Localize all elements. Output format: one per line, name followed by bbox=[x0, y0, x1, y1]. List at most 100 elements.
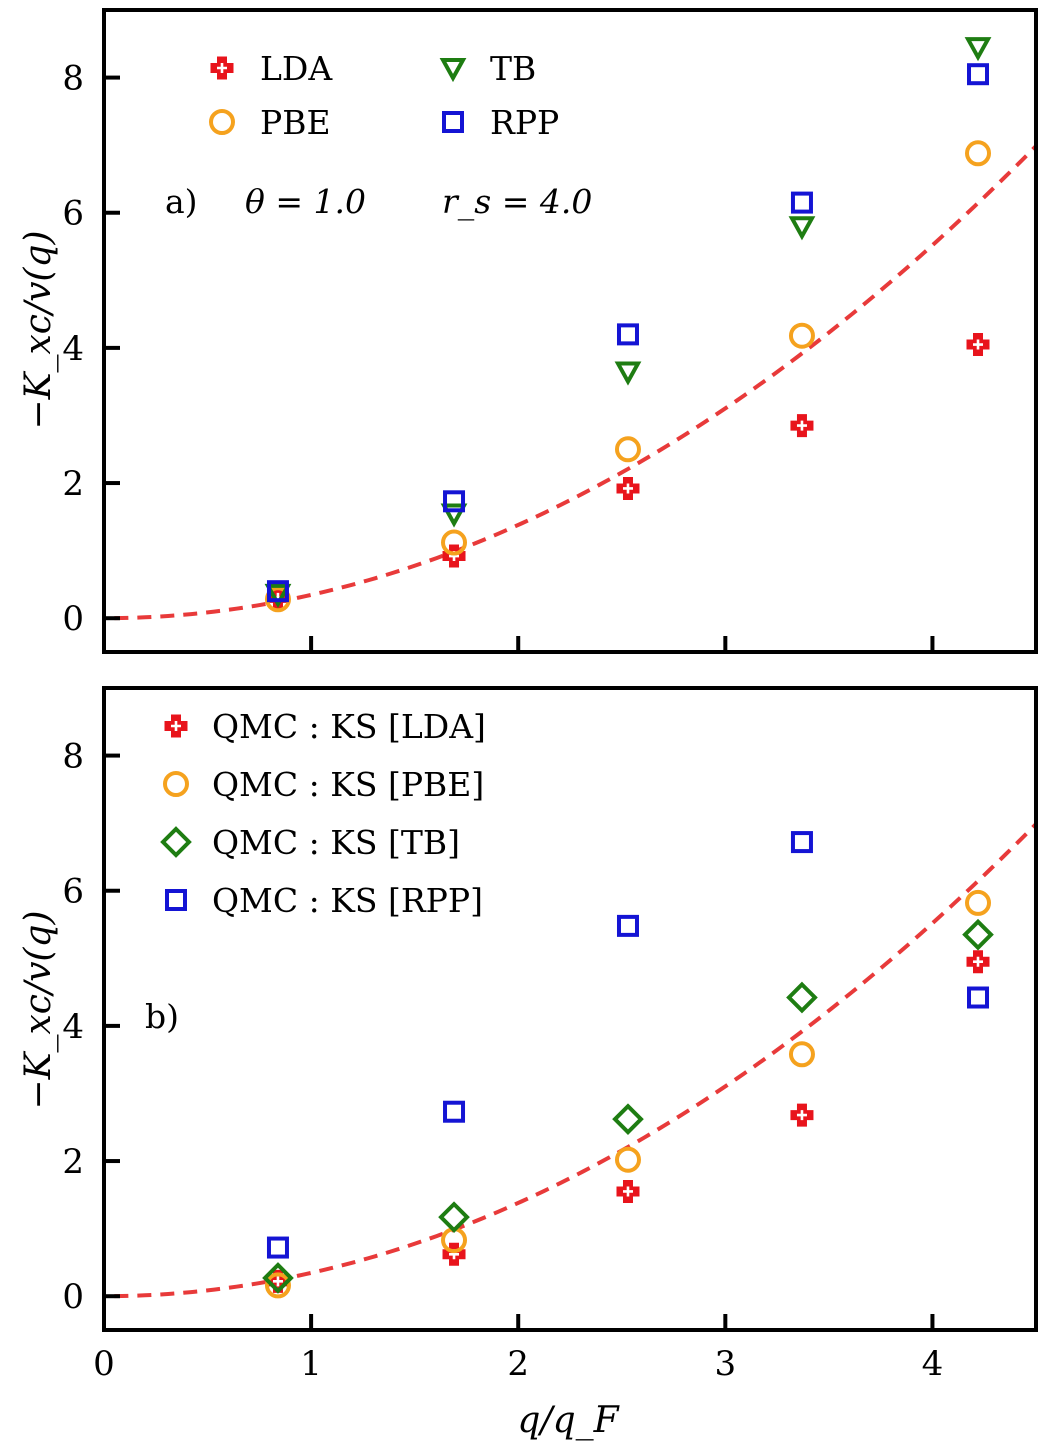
panel-a: 0 2 4 6 8 LDA PBE TB RPP a) θ = 1.0 r_s = 4.0 −… bbox=[18, 8, 1038, 654]
panelA-marker-square bbox=[790, 191, 813, 214]
panelA-point-square bbox=[790, 191, 813, 214]
panelA-marker-triangle-down bbox=[264, 583, 292, 609]
panelA-marker-square bbox=[616, 323, 639, 346]
panelB-marker-diamond bbox=[262, 1262, 294, 1294]
panel-a-points-layer bbox=[264, 37, 992, 613]
panel-b-legend: QMC : KS [LDA] QMC : KS [PBE] QMC : KS [TB… bbox=[160, 707, 486, 920]
panelA-point-square bbox=[443, 490, 466, 513]
panelB-point-circle bbox=[788, 1041, 815, 1068]
panel-b-ticks-layer: 0 1 2 3 4 0 2 4 6 8 bbox=[62, 737, 943, 1384]
panelB-legend-label: QMC : KS [TB] bbox=[212, 823, 460, 862]
x-tick-label: 3 bbox=[715, 1344, 737, 1384]
panelA-point-plus bbox=[966, 333, 990, 357]
panelA-legend-label: RPP bbox=[490, 103, 559, 142]
panel-b-frame bbox=[102, 686, 1038, 1332]
panelA-marker-square bbox=[443, 490, 466, 513]
panelA-marker-square bbox=[967, 63, 990, 86]
panelA-marker-triangle-down bbox=[440, 503, 468, 528]
panelB-marker-circle bbox=[965, 889, 992, 916]
panel-a-rs: r_s = 4.0 bbox=[442, 182, 592, 222]
panelB-y-tick-label: 8 bbox=[62, 737, 84, 777]
panelB-fit-curve bbox=[114, 822, 1038, 1299]
panelA-legend-label: TB bbox=[490, 49, 536, 88]
x-tick-label: 4 bbox=[922, 1344, 944, 1384]
panel-a-frame bbox=[102, 8, 1038, 654]
x-tick-label: 2 bbox=[507, 1344, 529, 1384]
panel-b-y-axis-label: −K_xc/v(q) bbox=[18, 910, 59, 1109]
panelB-marker-square bbox=[443, 1100, 466, 1123]
panelA-point-circle bbox=[614, 436, 641, 463]
panelB-marker-diamond bbox=[612, 1103, 644, 1135]
panelB-marker-diamond bbox=[438, 1201, 470, 1233]
panel-a-label: a) bbox=[165, 182, 198, 221]
panelA-legend-entry: LDA bbox=[210, 49, 333, 88]
panelA-point-circle bbox=[965, 140, 992, 167]
legend-square-icon bbox=[442, 111, 464, 133]
panelB-legend-entry: QMC : KS [TB] bbox=[160, 823, 460, 862]
panel-b-fit-curve-layer bbox=[114, 822, 1038, 1299]
panelA-point-square bbox=[266, 580, 289, 603]
panel-b-points-layer bbox=[262, 831, 994, 1299]
panel-a-annotation: a) θ = 1.0 r_s = 4.0 bbox=[165, 182, 592, 222]
panelB-point-square bbox=[443, 1100, 466, 1123]
panelA-point-square bbox=[967, 63, 990, 86]
panelA-point-square bbox=[616, 323, 639, 346]
panelA-point-circle bbox=[788, 322, 815, 349]
panelA-legend-label: LDA bbox=[260, 49, 333, 88]
panelB-point-square bbox=[967, 986, 990, 1009]
x-tick-label: 0 bbox=[93, 1344, 115, 1384]
panelA-point-triangle-down bbox=[264, 583, 292, 609]
panelB-legend-label: QMC : KS [PBE] bbox=[212, 765, 484, 804]
panelB-point-circle bbox=[965, 889, 992, 916]
panelA-y-tick-label: 6 bbox=[62, 194, 84, 234]
panel-a-legend: LDA PBE TB RPP bbox=[209, 49, 559, 142]
panelA-y-tick-label: 4 bbox=[62, 329, 84, 369]
panelB-marker-square bbox=[266, 1236, 289, 1259]
panelA-y-tick-label: 0 bbox=[62, 599, 84, 639]
panelA-fit-curve bbox=[114, 144, 1038, 621]
panelB-point-diamond bbox=[612, 1103, 644, 1135]
panelB-y-tick-label: 6 bbox=[62, 872, 84, 912]
panelB-marker-square bbox=[790, 831, 813, 854]
panelA-marker-circle bbox=[965, 140, 992, 167]
legend-square-icon bbox=[165, 889, 187, 911]
panelB-marker-circle bbox=[788, 1041, 815, 1068]
panelB-legend-entry: QMC : KS [RPP] bbox=[165, 881, 483, 920]
panelA-marker-circle bbox=[788, 322, 815, 349]
panelB-point-diamond bbox=[962, 918, 994, 951]
panelA-point-triangle-down bbox=[964, 37, 992, 62]
panelA-legend-entry: TB bbox=[439, 49, 536, 88]
panelA-point-triangle-down bbox=[440, 503, 468, 528]
panelA-marker-circle bbox=[441, 529, 468, 556]
panelB-point-circle bbox=[614, 1146, 641, 1173]
panelB-point-diamond bbox=[786, 981, 818, 1014]
panelA-marker-triangle-down bbox=[964, 37, 992, 62]
panelB-marker-circle bbox=[614, 1146, 641, 1173]
panelA-point-plus bbox=[790, 414, 814, 438]
panelA-y-tick-label: 8 bbox=[62, 59, 84, 99]
panelB-point-plus bbox=[616, 1179, 640, 1203]
panelB-point-plus bbox=[966, 950, 990, 974]
x-axis-label: q/q_F bbox=[517, 1400, 620, 1441]
legend-diamond-icon bbox=[160, 826, 192, 858]
panelA-legend-label: PBE bbox=[260, 103, 331, 142]
panelB-legend-entry: QMC : KS [PBE] bbox=[163, 765, 484, 804]
panelB-point-square bbox=[790, 831, 813, 854]
panelB-point-square bbox=[616, 914, 639, 937]
panelA-marker-triangle-down bbox=[614, 361, 642, 386]
panel-b-label: b) bbox=[145, 997, 179, 1036]
panelB-point-plus bbox=[790, 1103, 814, 1127]
panelB-marker-diamond bbox=[962, 918, 994, 951]
panelA-point-triangle-down bbox=[614, 361, 642, 386]
panelA-point-triangle-down bbox=[788, 216, 816, 241]
panelA-legend-entry: RPP bbox=[442, 103, 559, 142]
panelA-y-tick-label: 2 bbox=[62, 464, 84, 504]
panel-a-fit-curve-layer bbox=[114, 144, 1038, 621]
panelB-marker-square bbox=[967, 986, 990, 1009]
panelB-y-tick-label: 2 bbox=[62, 1142, 84, 1182]
panel-a-y-axis-label: −K_xc/v(q) bbox=[18, 230, 59, 429]
panelA-marker-square bbox=[266, 580, 289, 603]
panelB-legend-label: QMC : KS [RPP] bbox=[212, 881, 483, 920]
legend-circle-icon bbox=[209, 109, 235, 135]
